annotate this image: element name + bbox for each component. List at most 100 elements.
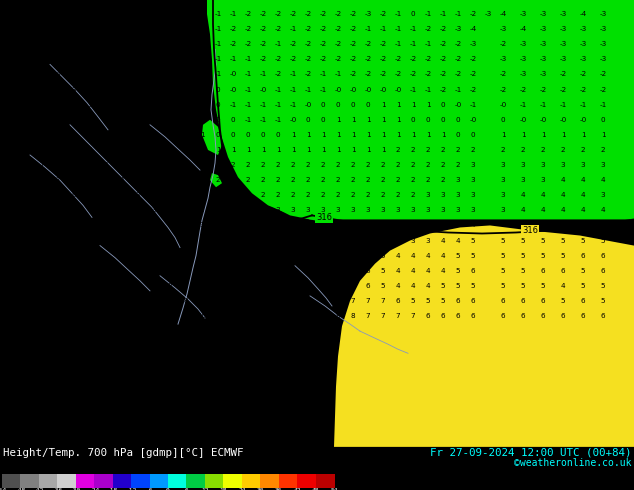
- Text: -1: -1: [259, 117, 267, 123]
- Text: 4: 4: [40, 56, 44, 62]
- Text: 0: 0: [184, 87, 188, 93]
- Text: 2: 2: [104, 72, 108, 77]
- Text: 5: 5: [23, 87, 27, 93]
- Text: 2: 2: [411, 192, 415, 198]
- Text: 9: 9: [23, 238, 27, 244]
- Text: 6: 6: [231, 253, 235, 259]
- Text: 1: 1: [581, 132, 585, 138]
- Text: 2: 2: [351, 177, 355, 183]
- Text: 1: 1: [167, 132, 172, 138]
- Text: 0: 0: [441, 117, 445, 123]
- Text: -24: -24: [89, 489, 100, 490]
- Text: -3: -3: [579, 56, 586, 62]
- Text: -0: -0: [500, 101, 507, 108]
- Text: 1: 1: [425, 132, 430, 138]
- Text: 18: 18: [219, 489, 227, 490]
- Text: -3: -3: [365, 11, 372, 17]
- Text: 8: 8: [231, 298, 235, 304]
- Text: -4: -4: [500, 11, 507, 17]
- Text: -2: -2: [439, 87, 446, 93]
- Text: -1: -1: [424, 41, 432, 48]
- Text: -2: -2: [439, 56, 446, 62]
- Text: 5: 5: [501, 238, 505, 244]
- Text: -3: -3: [559, 41, 567, 48]
- Text: 5: 5: [380, 283, 385, 289]
- Text: 6: 6: [152, 253, 157, 259]
- Text: 6: 6: [366, 268, 370, 274]
- Text: 7: 7: [351, 298, 355, 304]
- Text: 4: 4: [56, 72, 60, 77]
- Text: 4: 4: [321, 222, 325, 228]
- Text: 5: 5: [581, 268, 585, 274]
- Text: 5: 5: [6, 87, 10, 93]
- Text: 1: 1: [152, 101, 157, 108]
- Text: 6: 6: [321, 283, 325, 289]
- Text: 7: 7: [23, 162, 27, 168]
- Text: 8: 8: [23, 207, 27, 213]
- Text: 0: 0: [306, 117, 310, 123]
- Text: 3: 3: [521, 162, 526, 168]
- Text: 2: 2: [501, 147, 505, 153]
- Text: 8: 8: [335, 313, 340, 319]
- Text: 12: 12: [86, 283, 94, 289]
- Text: 0: 0: [501, 117, 505, 123]
- Text: 5: 5: [351, 238, 355, 244]
- Text: 5: 5: [306, 253, 310, 259]
- Text: 6: 6: [581, 298, 585, 304]
- Text: 1: 1: [335, 132, 340, 138]
- Text: 4: 4: [521, 192, 526, 198]
- Text: 7: 7: [56, 192, 60, 198]
- Text: 3: 3: [456, 177, 460, 183]
- Text: 3: 3: [501, 207, 505, 213]
- Text: 4: 4: [321, 238, 325, 244]
- Text: 5: 5: [441, 298, 445, 304]
- Text: 10: 10: [3, 268, 13, 274]
- Text: 1: 1: [380, 101, 385, 108]
- Text: 3: 3: [470, 177, 476, 183]
- Text: 3: 3: [152, 222, 157, 228]
- Text: -1: -1: [275, 117, 281, 123]
- Text: -2: -2: [379, 41, 387, 48]
- Text: -1: -1: [320, 72, 327, 77]
- Text: 4: 4: [56, 101, 60, 108]
- Text: 2: 2: [87, 26, 93, 32]
- Text: 7: 7: [335, 268, 340, 274]
- Text: -2: -2: [289, 56, 297, 62]
- Text: 3: 3: [184, 222, 188, 228]
- Text: 3: 3: [501, 192, 505, 198]
- Text: 2: 2: [104, 26, 108, 32]
- Text: 7: 7: [366, 298, 370, 304]
- Text: 9: 9: [216, 283, 220, 289]
- Text: -2: -2: [244, 11, 252, 17]
- Text: 2: 2: [136, 132, 140, 138]
- Text: -1: -1: [275, 41, 281, 48]
- Text: -2: -2: [469, 11, 477, 17]
- Text: 5: 5: [306, 238, 310, 244]
- Text: 8: 8: [290, 283, 295, 289]
- Text: 5: 5: [470, 238, 476, 244]
- Text: 5: 5: [87, 192, 93, 198]
- Text: 3: 3: [87, 117, 93, 123]
- Text: 2: 2: [104, 11, 108, 17]
- Text: 3: 3: [56, 56, 60, 62]
- Text: 4: 4: [23, 56, 27, 62]
- Text: 316: 316: [316, 213, 332, 222]
- Text: 3: 3: [541, 177, 545, 183]
- Text: -0: -0: [198, 72, 205, 77]
- Text: 6: 6: [184, 268, 188, 274]
- Text: 4: 4: [581, 207, 585, 213]
- Text: 0: 0: [184, 72, 188, 77]
- Text: 6: 6: [276, 253, 280, 259]
- Text: 2: 2: [120, 101, 124, 108]
- Text: 4: 4: [521, 222, 526, 228]
- Text: 3: 3: [87, 87, 93, 93]
- Text: -0: -0: [469, 117, 477, 123]
- Text: -0: -0: [334, 87, 342, 93]
- Text: 3: 3: [396, 238, 400, 244]
- Text: 3: 3: [72, 41, 76, 48]
- Text: 2: 2: [120, 72, 124, 77]
- Text: 8: 8: [6, 207, 10, 213]
- Text: 2: 2: [290, 177, 295, 183]
- Text: 1: 1: [136, 72, 140, 77]
- Bar: [2, 474, 21, 488]
